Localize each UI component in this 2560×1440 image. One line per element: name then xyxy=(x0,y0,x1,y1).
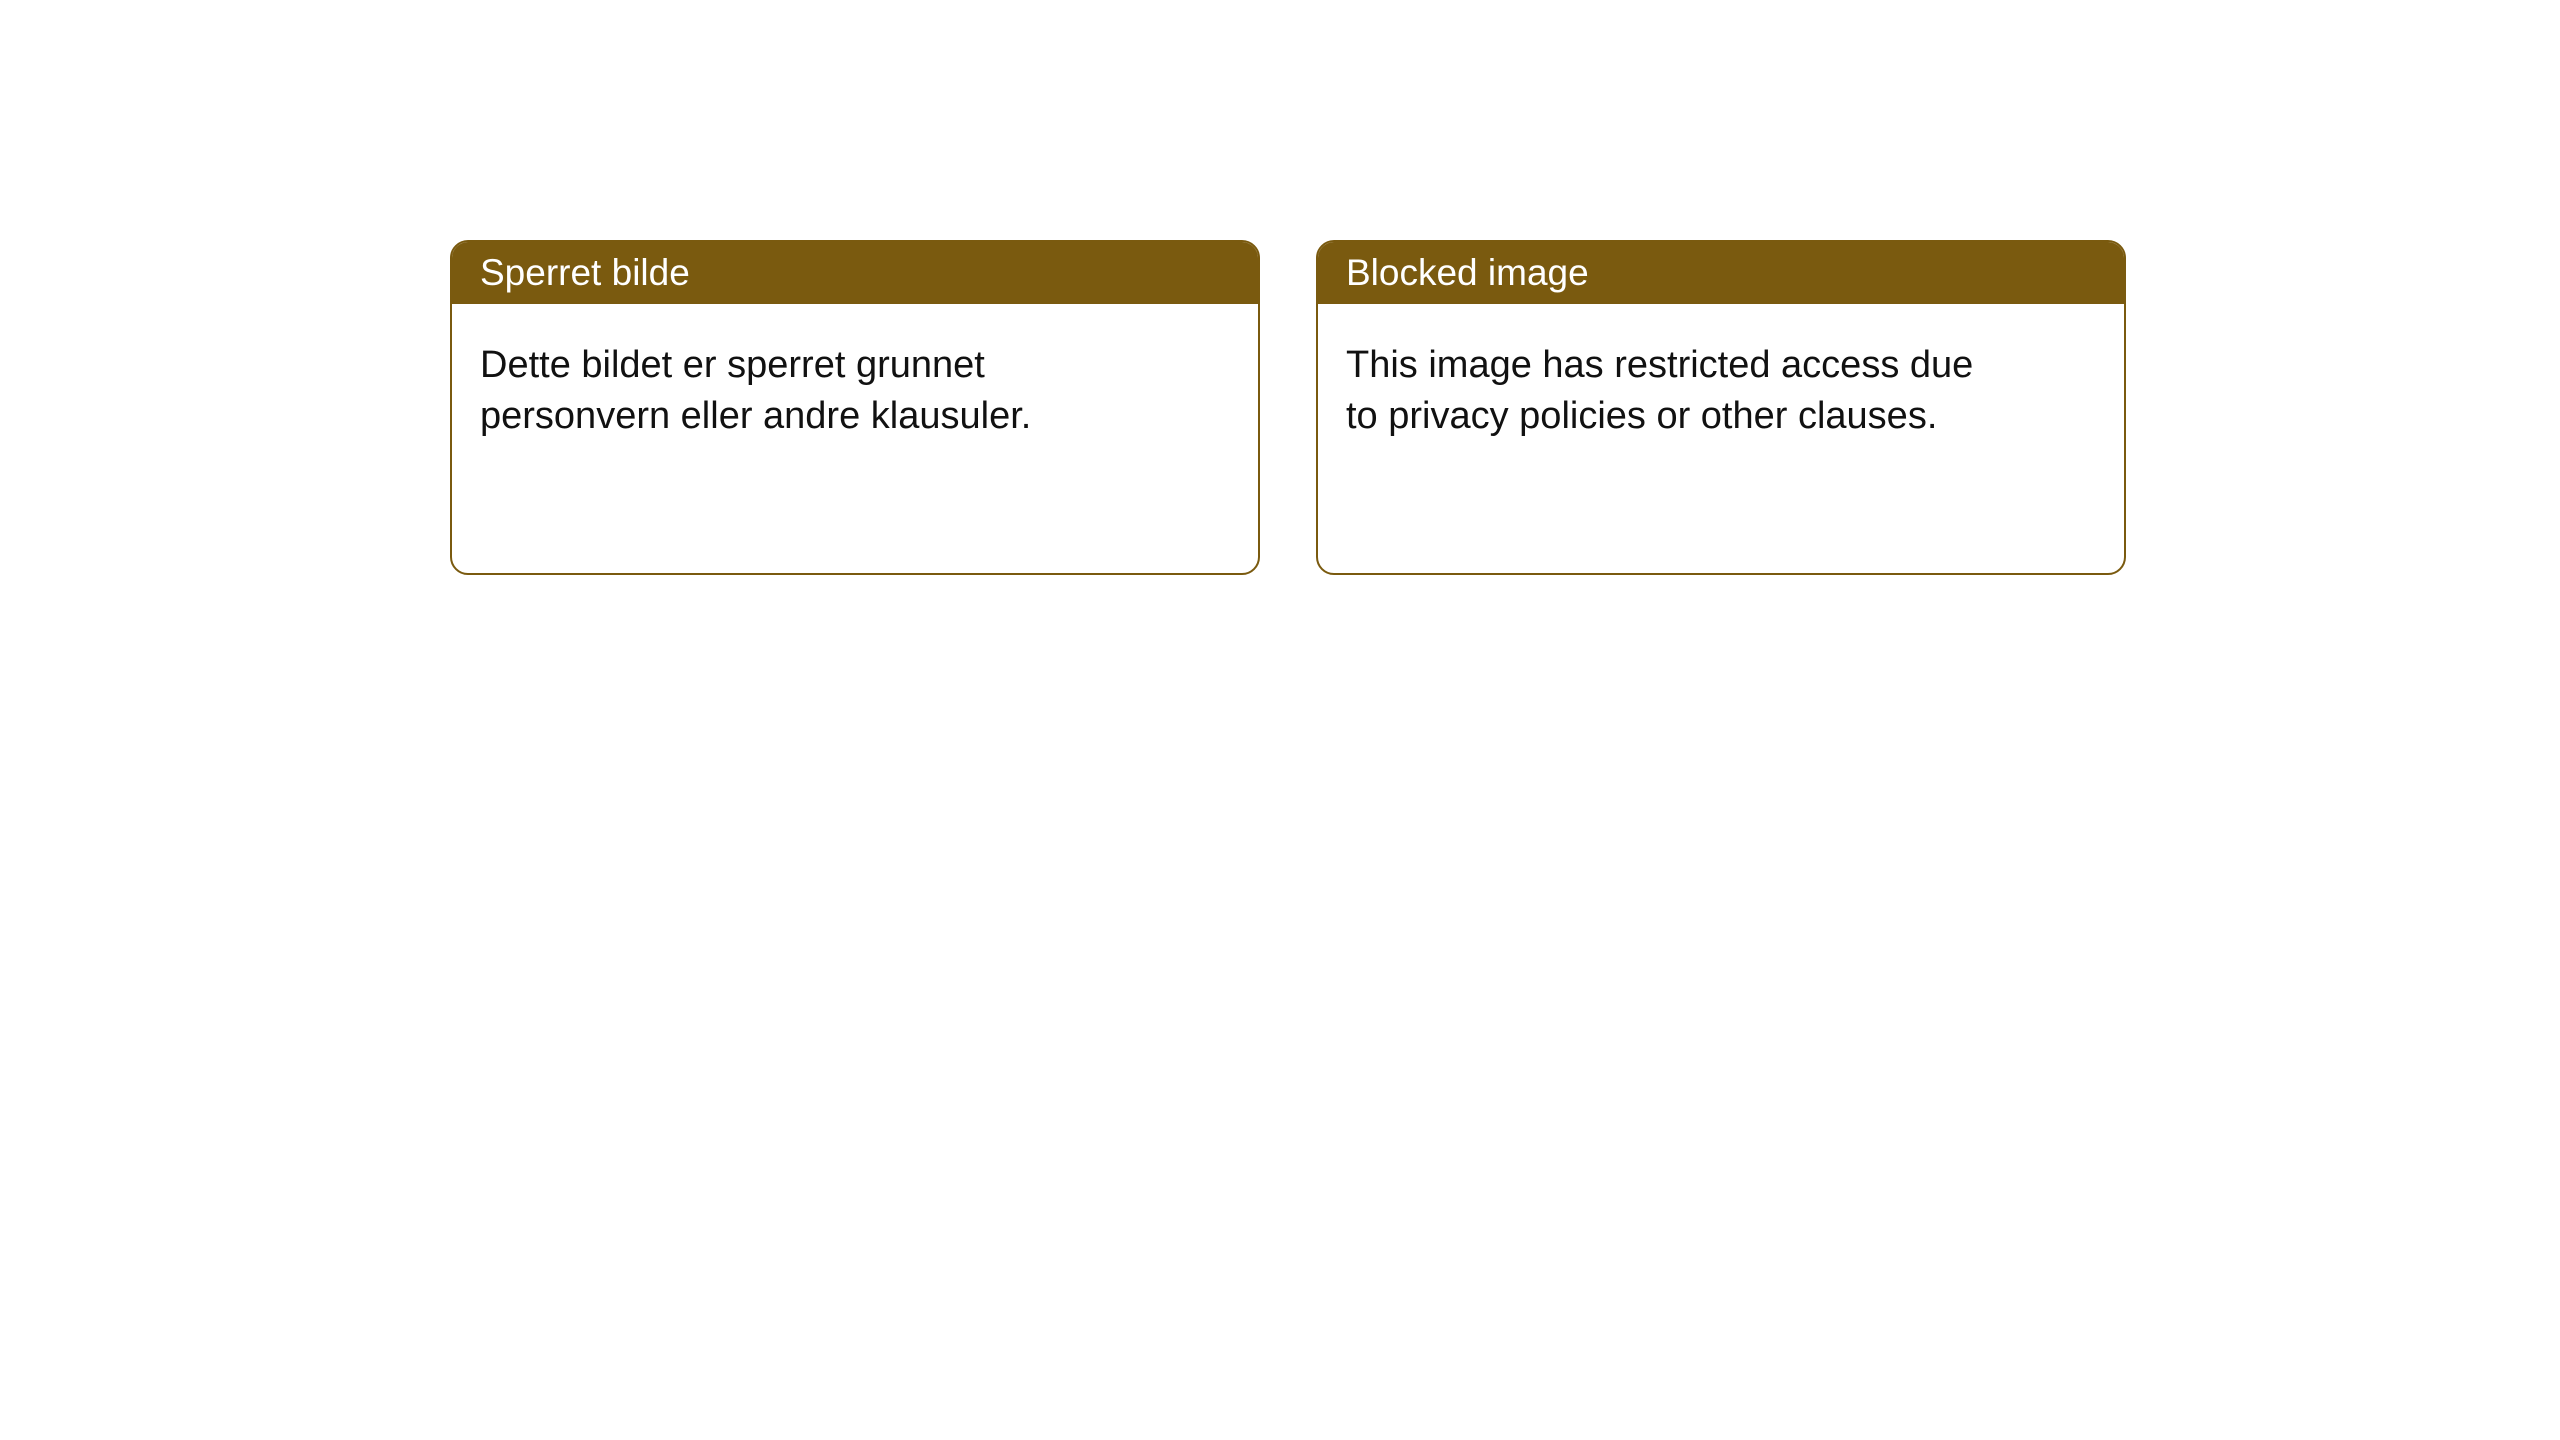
card-body-en: This image has restricted access due to … xyxy=(1318,304,2038,479)
card-header-en: Blocked image xyxy=(1318,242,2124,304)
blocked-image-card-en: Blocked image This image has restricted … xyxy=(1316,240,2126,575)
card-title-no: Sperret bilde xyxy=(480,252,690,293)
blocked-image-card-no: Sperret bilde Dette bildet er sperret gr… xyxy=(450,240,1260,575)
card-message-no: Dette bildet er sperret grunnet personve… xyxy=(480,344,1031,437)
notice-container: Sperret bilde Dette bildet er sperret gr… xyxy=(0,0,2560,575)
card-title-en: Blocked image xyxy=(1346,252,1589,293)
card-message-en: This image has restricted access due to … xyxy=(1346,344,1973,437)
card-body-no: Dette bildet er sperret grunnet personve… xyxy=(452,304,1172,479)
card-header-no: Sperret bilde xyxy=(452,242,1258,304)
